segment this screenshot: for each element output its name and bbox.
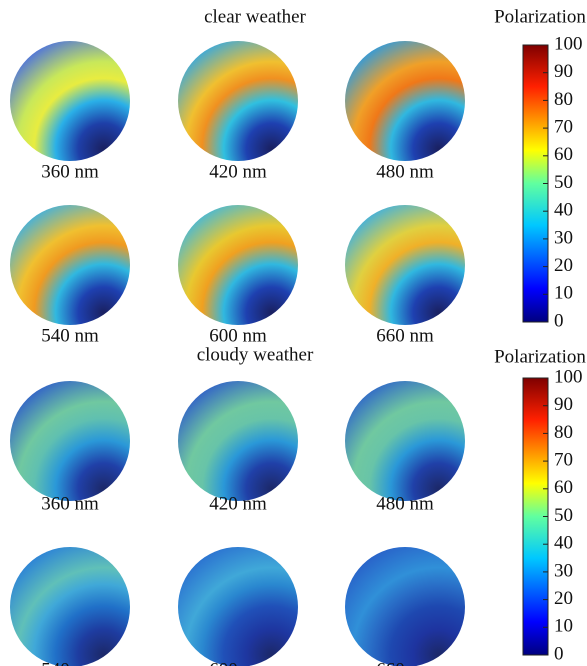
wavelength-label: 600 nm: [209, 659, 267, 666]
sky-disk: [178, 41, 298, 161]
sky-disk: [345, 205, 465, 325]
colorbar-tick-label: 10: [554, 616, 573, 637]
wavelength-label: 480 nm: [376, 493, 434, 514]
wavelength-label: 540 nm: [41, 325, 99, 346]
sky-disk: [10, 205, 130, 325]
wavelength-label: 420 nm: [209, 493, 267, 514]
wavelength-label: 420 nm: [209, 161, 267, 182]
colorbar-tick-label: 80: [554, 422, 573, 443]
colorbar-tick-label: 70: [554, 449, 573, 470]
wavelength-label: 360 nm: [41, 161, 99, 182]
colorbar-tick-label: 100: [554, 366, 583, 387]
colorbar-tick-label: 40: [554, 200, 573, 221]
colorbar-tick-label: 40: [554, 533, 573, 554]
section-title: cloudy weather: [197, 344, 314, 365]
sky-disk: [178, 547, 298, 666]
sky-disk: [345, 41, 465, 161]
section-title: clear weather: [204, 6, 306, 27]
sky-disk: [178, 381, 298, 501]
colorbar-tick-label: 50: [554, 172, 573, 193]
colorbar-tick-label: 30: [554, 560, 573, 581]
colorbar-label: Polarization: [494, 6, 586, 27]
sky-disk: [345, 547, 465, 666]
colorbar-tick-label: 0: [554, 643, 564, 664]
wavelength-label: 540 nm: [41, 659, 99, 666]
wavelength-label: 360 nm: [41, 493, 99, 514]
wavelength-label: 660 nm: [376, 325, 434, 346]
colorbar-tick-label: 90: [554, 61, 573, 82]
colorbar-tick-label: 80: [554, 89, 573, 110]
colorbar-label: Polarization: [494, 346, 586, 367]
colorbar-tick-label: 50: [554, 505, 573, 526]
colorbar-tick-label: 0: [554, 310, 564, 331]
sky-disk: [178, 205, 298, 325]
colorbar-tick-label: 60: [554, 477, 573, 498]
sky-disk: [345, 381, 465, 501]
sky-disk: [10, 41, 130, 161]
colorbar-tick-label: 30: [554, 227, 573, 248]
colorbar-tick-label: 20: [554, 255, 573, 276]
wavelength-label: 480 nm: [376, 161, 434, 182]
colorbar-tick-label: 60: [554, 144, 573, 165]
colorbar-tick-label: 90: [554, 394, 573, 415]
sky-disk: [10, 381, 130, 501]
colorbar-tick-label: 100: [554, 33, 583, 54]
wavelength-label: 600 nm: [209, 325, 267, 346]
figure: clear weather360 nm420 nm480 nm540 nm600…: [0, 0, 587, 666]
colorbar-tick-label: 10: [554, 283, 573, 304]
colorbar-tick-label: 70: [554, 116, 573, 137]
sky-disk: [10, 547, 130, 666]
colorbar-tick-label: 20: [554, 588, 573, 609]
wavelength-label: 660 nm: [376, 659, 434, 666]
